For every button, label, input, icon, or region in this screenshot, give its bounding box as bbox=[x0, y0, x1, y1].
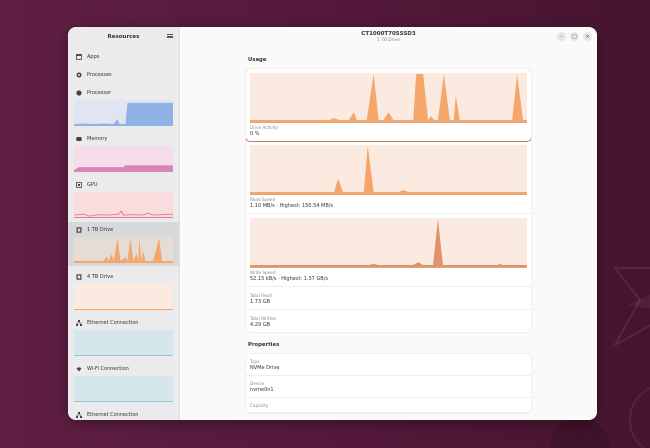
drive-icon bbox=[76, 227, 82, 233]
properties-card: Type NVMe Drive Device nvme0n1 Capacity bbox=[246, 354, 531, 413]
sidebar-item-ethernet-2[interactable]: Ethernet Connection bbox=[68, 408, 179, 420]
sidebar-item-1tb-drive[interactable]: 1 TB Drive bbox=[68, 222, 179, 266]
window-subtitle: 1 TB Drive bbox=[377, 38, 400, 43]
drive-1tb-graph bbox=[74, 237, 173, 263]
cpu-icon bbox=[76, 90, 82, 96]
title-bar: CT1000T705SSD3 1 TB Drive – □ × bbox=[180, 27, 597, 47]
total-read-value: 1.73 GB bbox=[250, 299, 271, 305]
sidebar: Resources Apps Processes Processor Memor… bbox=[68, 27, 180, 420]
write-speed-value: 52.15 kB/s · Highest: 1.37 GB/s bbox=[250, 276, 329, 282]
apps-window-icon bbox=[76, 54, 82, 60]
sidebar-item-4tb-drive[interactable]: 4 TB Drive bbox=[68, 270, 179, 310]
wifi-icon bbox=[76, 366, 82, 372]
sidebar-header: Resources bbox=[68, 27, 179, 47]
usage-card: Drive Activity 0 % Read Speed 1.10 MB/s … bbox=[246, 69, 531, 332]
drive-activity-row[interactable]: Drive Activity 0 % bbox=[246, 69, 531, 142]
gpu-icon bbox=[76, 182, 82, 188]
drive-activity-label: Drive Activity bbox=[250, 125, 279, 130]
read-speed-chart bbox=[250, 145, 527, 195]
app-window: Resources Apps Processes Processor Memor… bbox=[68, 27, 597, 420]
ethernet-icon bbox=[76, 320, 82, 326]
close-icon: × bbox=[585, 33, 590, 40]
total-read-label: Total Read bbox=[250, 293, 272, 298]
sidebar-item-gpu[interactable]: GPU bbox=[68, 178, 179, 218]
type-label: Type bbox=[250, 359, 260, 364]
window-title: CT1000T705SSD3 bbox=[361, 31, 416, 37]
sidebar-item-label: Memory bbox=[87, 136, 108, 142]
memory-graph bbox=[74, 146, 173, 172]
drive-activity-chart bbox=[250, 73, 527, 123]
sidebar-item-label: Ethernet Connection bbox=[87, 412, 139, 418]
drive-details: Usage Drive Activity 0 % bbox=[246, 57, 531, 413]
total-read-row: Total Read 1.73 GB bbox=[246, 287, 531, 310]
sidebar-item-apps[interactable]: Apps bbox=[68, 50, 179, 64]
ethernet-1-graph bbox=[74, 330, 173, 356]
properties-heading: Properties bbox=[248, 342, 280, 348]
drive-activity-value: 0 % bbox=[250, 131, 260, 137]
sidebar-item-label: GPU bbox=[87, 182, 98, 188]
ethernet-icon bbox=[76, 412, 82, 418]
gpu-graph bbox=[74, 192, 173, 218]
capacity-row: Capacity bbox=[246, 398, 531, 413]
close-button[interactable]: × bbox=[583, 32, 592, 41]
write-speed-row[interactable]: Write Speed 52.15 kB/s · Highest: 1.37 G… bbox=[246, 214, 531, 287]
memory-icon bbox=[76, 136, 82, 142]
sidebar-title: Resources bbox=[107, 34, 140, 40]
device-row: Device nvme0n1 bbox=[246, 376, 531, 398]
sidebar-item-label: Processor bbox=[87, 90, 112, 96]
sidebar-item-label: 1 TB Drive bbox=[87, 227, 114, 233]
drive-icon bbox=[76, 274, 82, 280]
minimize-button[interactable]: – bbox=[557, 32, 566, 41]
processor-graph bbox=[74, 100, 173, 126]
type-row: Type NVMe Drive bbox=[246, 354, 531, 376]
maximize-button[interactable]: □ bbox=[570, 32, 579, 41]
usage-heading: Usage bbox=[248, 57, 267, 63]
sidebar-item-label: Apps bbox=[87, 54, 100, 60]
sidebar-item-label: Wi-Fi Connection bbox=[87, 366, 129, 372]
write-speed-chart bbox=[250, 218, 527, 268]
total-written-label: Total Written bbox=[250, 316, 277, 321]
gear-icon bbox=[76, 72, 82, 78]
sidebar-item-processes[interactable]: Processes bbox=[68, 68, 179, 82]
main-content: CT1000T705SSD3 1 TB Drive – □ × Usage Dr… bbox=[180, 27, 597, 420]
drive-4tb-graph bbox=[74, 284, 173, 310]
device-label: Device bbox=[250, 381, 265, 386]
read-speed-row[interactable]: Read Speed 1.10 MB/s · Highest: 150.54 M… bbox=[246, 141, 531, 214]
capacity-label: Capacity bbox=[250, 403, 269, 408]
sidebar-item-label: Processes bbox=[87, 72, 112, 78]
type-value: NVMe Drive bbox=[250, 365, 280, 371]
device-value: nvme0n1 bbox=[250, 387, 274, 393]
total-written-value: 4.29 GB bbox=[250, 322, 271, 328]
read-speed-value: 1.10 MB/s · Highest: 150.54 MB/s bbox=[250, 203, 334, 209]
sidebar-item-ethernet-1[interactable]: Ethernet Connection bbox=[68, 316, 179, 356]
write-speed-label: Write Speed bbox=[250, 270, 276, 275]
wifi-graph bbox=[74, 376, 173, 402]
sidebar-item-label: Ethernet Connection bbox=[87, 320, 139, 326]
maximize-icon: □ bbox=[572, 33, 577, 40]
sidebar-item-wifi[interactable]: Wi-Fi Connection bbox=[68, 362, 179, 402]
sidebar-item-label: 4 TB Drive bbox=[87, 274, 114, 280]
hamburger-icon[interactable] bbox=[167, 33, 173, 39]
minimize-icon: – bbox=[560, 33, 563, 40]
sidebar-item-memory[interactable]: Memory bbox=[68, 132, 179, 172]
read-speed-label: Read Speed bbox=[250, 197, 275, 202]
sidebar-item-processor[interactable]: Processor bbox=[68, 86, 179, 126]
total-written-row: Total Written 4.29 GB bbox=[246, 310, 531, 332]
